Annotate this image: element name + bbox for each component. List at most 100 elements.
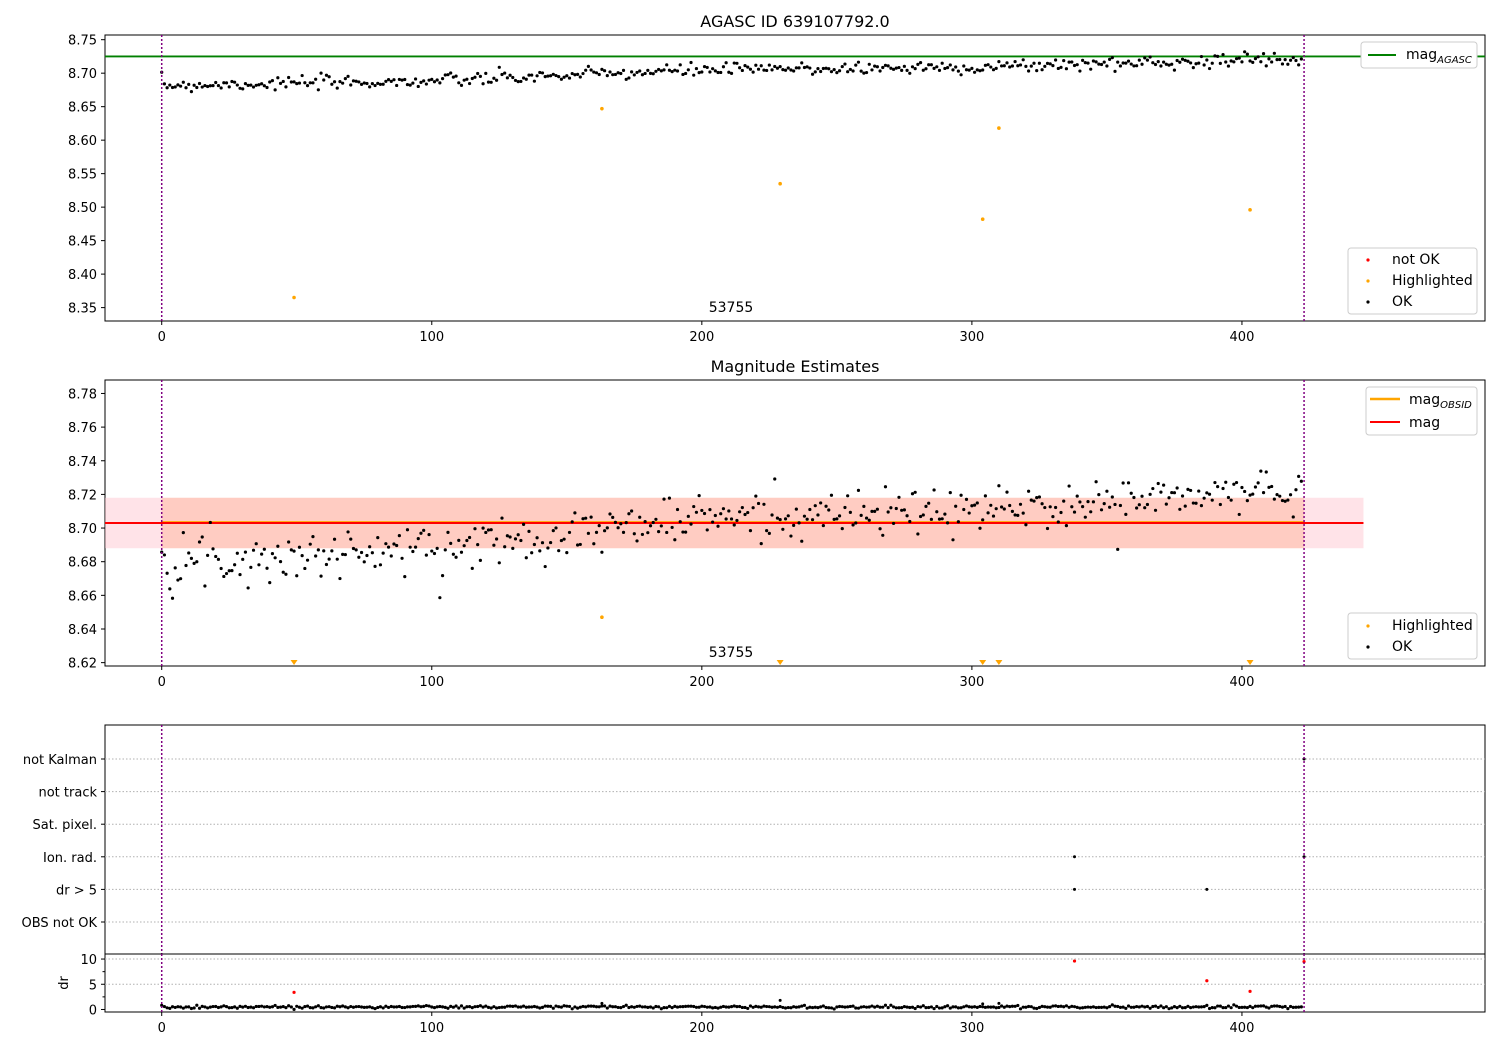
ok-point (1010, 64, 1014, 68)
ok-point (762, 502, 766, 506)
ok-point (967, 1005, 971, 1009)
ok-point (611, 1005, 615, 1009)
ok-point (1132, 1005, 1136, 1009)
ok-point (789, 68, 793, 72)
ok-point (1045, 526, 1050, 531)
x-tick-label: 400 (1230, 330, 1255, 345)
ok-point (589, 515, 593, 519)
ok-point (308, 81, 312, 85)
ok-point (1121, 61, 1125, 65)
ok-point (508, 535, 512, 539)
ok-point (1261, 52, 1266, 56)
ok-point (330, 1005, 334, 1010)
ok-point (1264, 1005, 1268, 1009)
ok-point (910, 492, 915, 496)
ok-point (300, 1006, 304, 1010)
ok-point (597, 524, 601, 528)
ok-point (659, 69, 663, 73)
ok-point (1199, 54, 1204, 59)
ok-point (281, 79, 285, 84)
ok-point (621, 530, 626, 535)
ok-point (381, 1006, 385, 1010)
ok-point (322, 549, 326, 553)
ok-point (546, 74, 550, 78)
ok-point (527, 73, 531, 77)
ok-point (486, 1005, 491, 1010)
ok-point (165, 1006, 169, 1010)
ok-point (1089, 1005, 1093, 1009)
ok-point (743, 64, 747, 68)
ok-point (551, 72, 555, 76)
ok-point (1156, 1005, 1160, 1010)
dr-point (600, 1001, 604, 1005)
ok-point (756, 501, 761, 506)
ok-point (1037, 495, 1042, 499)
ok-point (324, 1005, 329, 1009)
ok-point (1151, 1004, 1155, 1009)
ok-point (978, 1004, 982, 1009)
ok-point (513, 537, 518, 541)
ok-point (783, 1006, 788, 1010)
ok-point (206, 1006, 210, 1010)
ok-point (724, 61, 728, 65)
ok-point (697, 1005, 701, 1009)
ok-point (748, 529, 753, 533)
ok-point (254, 1004, 258, 1009)
ok-point (486, 80, 491, 84)
ok-point (1148, 492, 1152, 496)
ok-point (1205, 491, 1209, 495)
ok-point (708, 70, 712, 74)
ok-point (314, 77, 318, 81)
ok-point (767, 1005, 771, 1009)
ok-point (994, 507, 998, 511)
ok-point (295, 1004, 299, 1008)
y-tick-label: 8.40 (68, 268, 97, 283)
ok-point (1051, 1004, 1055, 1008)
ok-point (964, 497, 969, 501)
ok-point (1197, 61, 1201, 65)
ok-point (389, 1004, 393, 1009)
ok-point (335, 1004, 339, 1008)
ok-point (1207, 492, 1212, 496)
y-tick-label: 8.45 (68, 235, 97, 250)
ok-point (511, 1004, 515, 1008)
ok-point (891, 67, 896, 71)
ok-point (1232, 1003, 1236, 1007)
ok-point (999, 64, 1004, 68)
ok-point (330, 82, 334, 86)
ok-point (678, 1005, 682, 1009)
ok-point (341, 1004, 345, 1008)
ok-point (1216, 485, 1220, 489)
ok-point (292, 80, 296, 84)
ok-point (816, 67, 820, 71)
ok-point (1159, 1004, 1163, 1008)
ok-point (265, 85, 269, 90)
ok-point (875, 507, 879, 511)
ok-point (570, 1007, 574, 1011)
panel-magnitude-marks (105, 380, 1364, 666)
ok-point (999, 505, 1004, 509)
ok-point (608, 70, 612, 74)
ok-point (1035, 496, 1039, 500)
ok-point (357, 1004, 361, 1009)
ok-point (1164, 62, 1168, 66)
ok-point (432, 551, 437, 556)
ok-point (343, 77, 347, 81)
ok-point (700, 508, 704, 513)
ok-point (910, 65, 915, 69)
ok-point (449, 1004, 453, 1008)
ok-point (970, 504, 974, 508)
ok-point (357, 555, 361, 559)
ok-point (246, 83, 250, 87)
ok-point (1083, 61, 1087, 65)
ok-point (1062, 59, 1066, 63)
ok-point (1213, 1006, 1217, 1010)
y-tick-label: 8.76 (68, 421, 97, 436)
panel-flags-marks (105, 725, 1485, 954)
ok-point (616, 526, 620, 530)
ok-point (227, 85, 231, 89)
y-tick-label: 8.62 (68, 657, 97, 672)
ok-point (708, 507, 712, 512)
panel-magnitude-estimates: Magnitude Estimates 53755 0 100 200 300 400 8… (68, 357, 1486, 690)
ok-point (881, 1005, 885, 1009)
